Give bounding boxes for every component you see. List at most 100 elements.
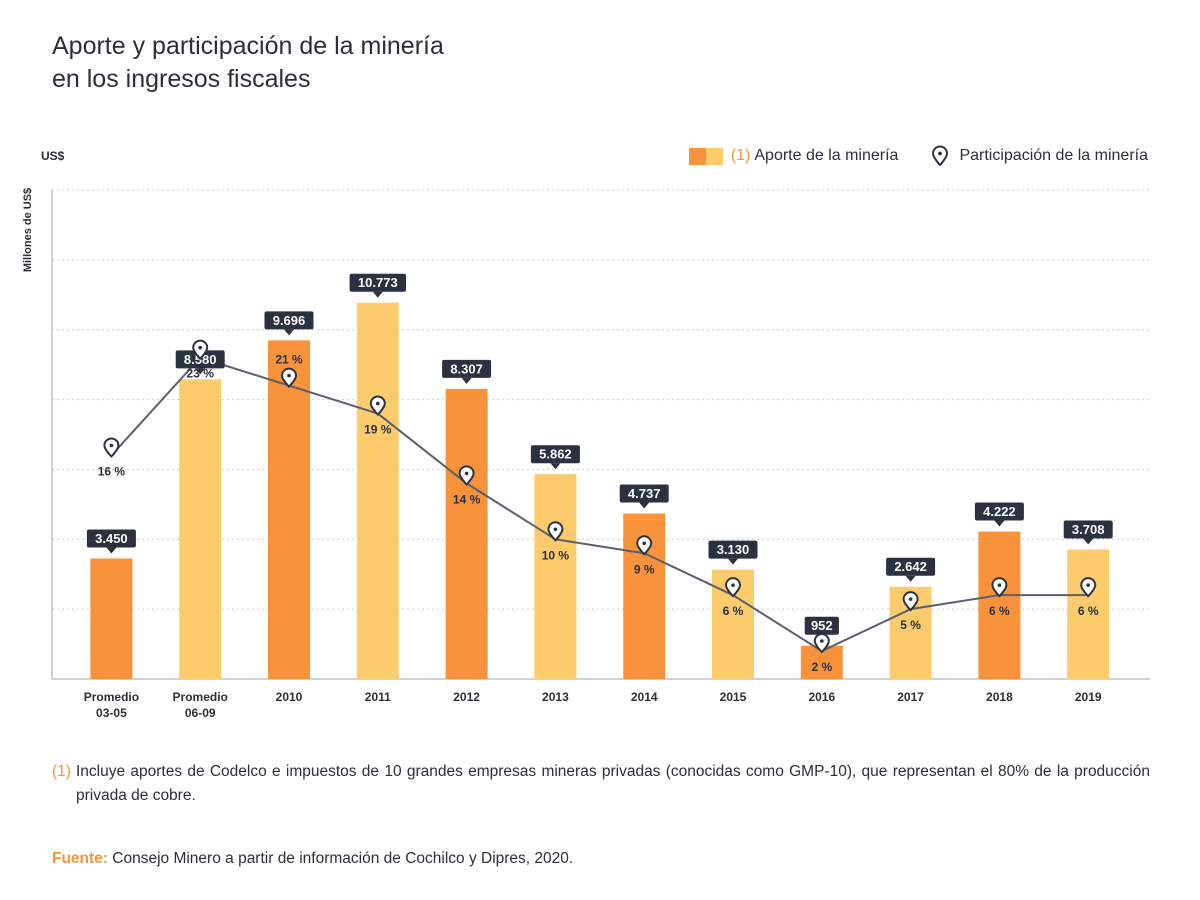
bar-value-badge-pointer — [372, 291, 383, 298]
percent-label: 9 % — [634, 562, 655, 576]
x-tick-label: Promedio — [173, 690, 228, 704]
map-pin-shape — [192, 339, 209, 361]
percent-label: 6 % — [723, 604, 744, 618]
map-pin-icon — [991, 577, 1008, 598]
map-pin-shape — [724, 577, 742, 598]
x-tick-label: 2013 — [542, 690, 569, 704]
map-pin-shape — [1080, 577, 1097, 598]
labels: 3.4508.5809.69610.7738.3075.8624.7373.13… — [86, 273, 1113, 674]
bar — [1067, 549, 1110, 679]
bar — [445, 388, 488, 679]
map-pin-icon — [932, 145, 949, 167]
bar-value-badge: 4.737 — [619, 484, 669, 509]
chart-title: Aporte y participación de la minería en … — [52, 30, 672, 96]
map-pin-icon — [192, 339, 209, 361]
bar-value-badge: 3.708 — [1063, 520, 1113, 545]
map-pin-shape — [280, 367, 298, 389]
map-pin-dot — [198, 345, 202, 350]
x-tick-label: 2015 — [720, 690, 747, 704]
map-pin-icon — [103, 437, 120, 458]
bar-value-badge: 5.862 — [530, 445, 580, 470]
percent-label: 10 % — [542, 548, 570, 562]
bar — [534, 474, 577, 679]
x-tick-label: 2018 — [986, 690, 1013, 704]
bar-value-badge-box — [804, 616, 839, 635]
map-pin-dot — [642, 541, 646, 546]
bar-value-label: 2.642 — [894, 559, 927, 574]
percent-label: 21 % — [275, 353, 303, 367]
bar — [268, 340, 310, 679]
map-pin-shape — [636, 535, 653, 556]
chart-title-line-1: Aporte y participación de la minería — [52, 32, 444, 60]
map-pin-shape — [369, 395, 386, 416]
legend-item-participacion: Participación de la minería — [930, 145, 1148, 167]
bar-value-label: 8.307 — [450, 361, 483, 376]
bar-value-badge-box — [264, 311, 314, 330]
map-pin-dot — [731, 583, 735, 587]
map-pin-shape — [902, 591, 919, 612]
map-pin-shape — [813, 633, 830, 654]
bar-value-badge: 2.642 — [886, 557, 936, 582]
map-pin-dot — [464, 471, 469, 476]
bar — [978, 531, 1021, 679]
bar-value-label: 5.862 — [539, 447, 572, 462]
bar-value-badge-pointer — [994, 520, 1005, 527]
bar-value-badge-box — [974, 502, 1024, 521]
x-tick-label: Promedio — [84, 690, 139, 704]
bar-value-badge: 3.450 — [86, 529, 136, 554]
map-pin-icon — [813, 633, 830, 654]
percent-label: 16 % — [98, 464, 126, 478]
map-pin-shape — [458, 465, 475, 486]
x-tick-label: 2014 — [631, 690, 658, 704]
percent-label: 5 % — [900, 618, 921, 632]
percent-label: 6 % — [989, 604, 1010, 618]
bar-value-label: 3.708 — [1072, 522, 1105, 537]
bar-value-badge-box — [86, 529, 136, 548]
map-pin-icon — [458, 465, 475, 486]
source-label: Fuente: — [52, 850, 108, 867]
x-tick-label: 2016 — [808, 690, 835, 704]
map-pin-dot — [1086, 583, 1090, 587]
map-pin-dot — [109, 443, 114, 448]
map-pin-icon — [636, 535, 653, 556]
map-pin-icon — [902, 591, 919, 612]
bar-value-badge-pointer — [728, 558, 738, 565]
x-tick-label: 2011 — [365, 690, 391, 704]
map-pin-dot — [553, 527, 558, 532]
bar-value-badge-pointer — [195, 368, 206, 375]
bar-value-badge-pointer — [284, 329, 294, 336]
bar-value-label: 952 — [811, 618, 833, 633]
percent-label: 2 % — [811, 660, 832, 674]
bar-value-badge: 9.696 — [264, 311, 314, 336]
currency-label: US$ — [41, 149, 65, 163]
bar-value-label: 10.773 — [358, 275, 398, 290]
bar-value-badge: 8.307 — [442, 359, 492, 384]
legend-item-aporte: (1) Aporte de la minería — [688, 147, 899, 165]
map-pin-shape — [103, 437, 120, 458]
bar-value-badge-pointer — [1083, 538, 1094, 545]
chart: 3.4508.5809.69610.7738.3075.8624.7373.13… — [51, 189, 1150, 720]
chart-title-line-2: en los ingresos fiscales — [52, 65, 311, 93]
map-pin-dot — [908, 597, 913, 601]
gridlines — [52, 189, 1150, 610]
x-tick-label: 06-09 — [185, 706, 216, 720]
x-tick-label: 03-05 — [96, 706, 127, 720]
map-pin-shape — [547, 521, 564, 542]
legend-label-aporte: Aporte de la minería — [754, 147, 899, 164]
bar-value-badge-box — [530, 445, 580, 464]
bar — [90, 558, 133, 679]
bar-value-badge: 4.222 — [974, 502, 1024, 527]
map-pin-icon — [1080, 577, 1097, 598]
x-tick-label: 2019 — [1075, 690, 1102, 704]
bar — [179, 379, 222, 679]
x-tick-label: 2012 — [453, 690, 480, 704]
participation-line-path — [110, 356, 1089, 653]
bar-value-badge-pointer — [550, 463, 561, 470]
participation-line — [110, 356, 1089, 653]
percent-label: 23 % — [187, 367, 215, 381]
bar-value-label: 9.696 — [273, 313, 306, 328]
map-pin-shape — [991, 577, 1008, 598]
footnote-number: (1) — [52, 763, 71, 780]
bar-value-label: 4.222 — [983, 504, 1016, 519]
bar-value-badge-box — [619, 484, 669, 503]
